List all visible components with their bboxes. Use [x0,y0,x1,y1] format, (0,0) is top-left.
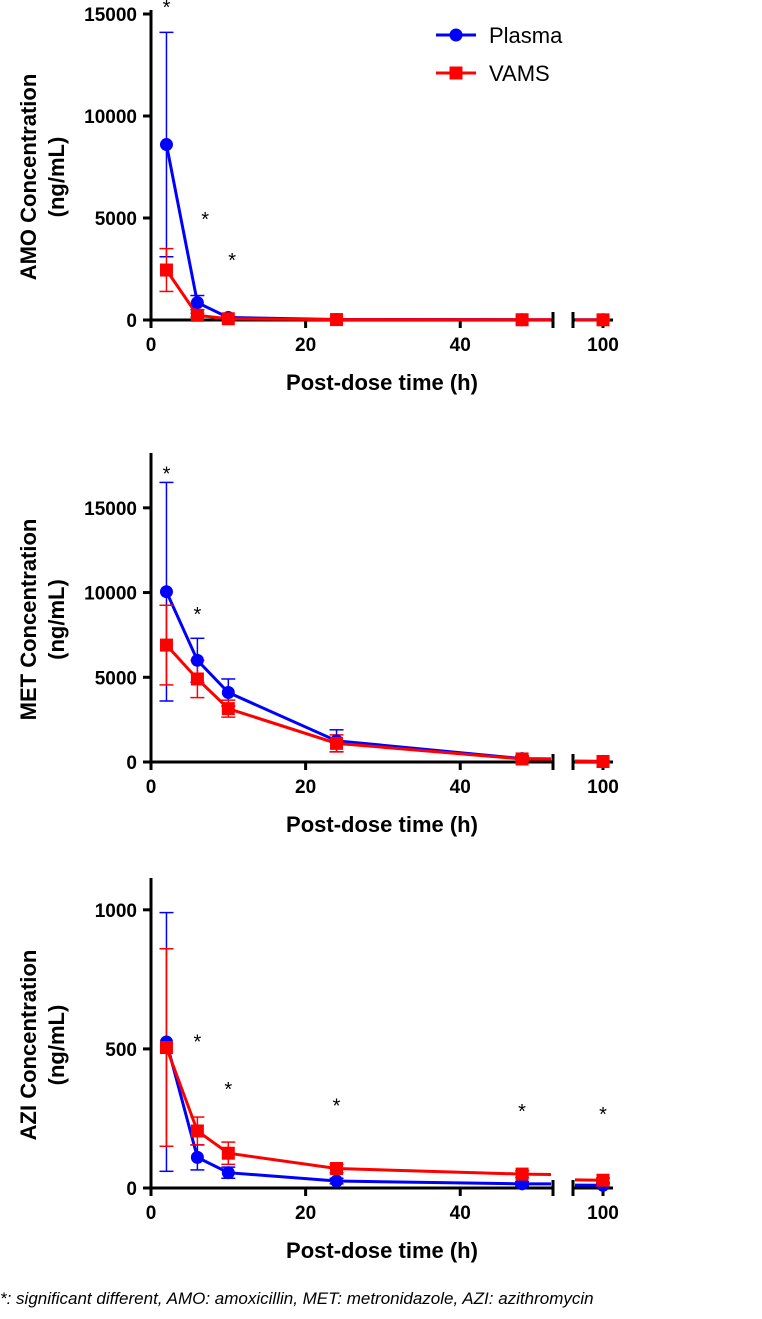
data-point-vams [596,313,610,327]
data-point-vams [330,736,344,750]
y-axis-label: AZI Concentration [16,950,41,1141]
data-point-plasma [190,1150,204,1164]
y-axis-label: (ng/mL) [44,137,69,218]
x-tick-label: 20 [295,1203,316,1224]
x-tick-label: 40 [450,777,471,798]
y-tick-label: 15000 [84,5,137,26]
y-tick-label: 1000 [95,901,137,922]
data-point-vams [190,672,204,686]
y-axis-label: MET Concentration [16,519,41,721]
x-tick-label: 40 [450,335,471,356]
series-line-plasma [165,1041,552,1186]
data-point-vams [159,263,173,277]
y-tick-label: 10000 [84,584,137,605]
y-axis-label: (ng/mL) [44,1005,69,1086]
panel-2: 0 5000 10000 15000 0 20 40 100 Post-dose time (h… [16,453,619,837]
x-tick-label: 0 [146,1203,157,1224]
y-axis-label: AMO Concentration [16,74,41,281]
x-axis-label: Post-dose time (h) [286,1238,478,1263]
x-tick-label: 0 [146,777,157,798]
data-point-plasma [221,686,235,700]
data-point-vams [330,1162,344,1176]
legend-marker-vams [449,66,463,80]
legend: Plasma VAMS [436,23,563,86]
data-point-vams [330,313,344,327]
significance-marker: * [224,1079,232,1101]
data-point-plasma [221,1166,235,1180]
data-point-vams [515,313,529,327]
footnote: *: significant different, AMO: amoxicill… [0,1289,594,1308]
legend-marker-plasma [449,28,463,42]
y-tick-label: 15000 [84,499,137,520]
data-point-vams [515,752,529,766]
data-point-vams [221,312,235,326]
x-tick-label: 40 [450,1203,471,1224]
data-point-plasma [330,1174,344,1188]
data-point-vams [221,702,235,716]
series-line-plasma [164,144,552,322]
data-point-vams [596,754,610,768]
significance-marker: * [228,250,236,272]
y-axis-label: (ng/mL) [44,579,69,660]
data-point-plasma [190,653,204,667]
y-tick-label: 5000 [95,209,137,230]
legend-label-plasma: Plasma [489,23,563,48]
data-point-vams [190,1124,204,1138]
data-point-vams [159,638,173,652]
x-tick-label: 100 [587,335,619,356]
significance-marker: * [599,1104,607,1126]
significance-marker: * [201,209,209,231]
data-point-vams [596,1173,610,1187]
y-tick-label: 500 [105,1040,137,1061]
panel-3: 0 500 1000 0 20 40 100 Post-dose time (h) AZI Co… [16,878,619,1263]
x-axis-label: Post-dose time (h) [286,812,478,837]
significance-marker: * [518,1101,526,1123]
x-tick-label: 100 [587,1203,619,1224]
panel-1: 0 5000 10000 15000 0 20 40 100 Post-dose time (h… [16,0,619,395]
x-tick-label: 20 [295,335,316,356]
data-point-plasma [159,585,173,599]
significance-marker: * [163,463,171,485]
significance-marker: * [333,1096,341,1118]
significance-marker: * [193,604,201,626]
y-tick-label: 0 [126,753,137,774]
y-tick-label: 0 [126,1179,137,1200]
significance-marker: * [193,1032,201,1054]
data-point-vams [515,1167,529,1181]
significance-marker: * [163,0,171,19]
data-point-vams [221,1146,235,1160]
y-tick-label: 10000 [84,107,137,128]
y-tick-label: 0 [126,311,137,332]
x-tick-label: 100 [587,777,619,798]
data-point-vams [190,308,204,322]
legend-label-vams: VAMS [489,61,550,86]
x-tick-label: 0 [146,335,157,356]
series-line-plasma [165,591,552,761]
data-point-plasma [190,296,204,310]
data-point-vams [159,1041,173,1055]
x-axis-label: Post-dose time (h) [286,370,478,395]
data-point-plasma [159,138,173,152]
x-tick-label: 20 [295,777,316,798]
y-tick-label: 5000 [95,668,137,689]
